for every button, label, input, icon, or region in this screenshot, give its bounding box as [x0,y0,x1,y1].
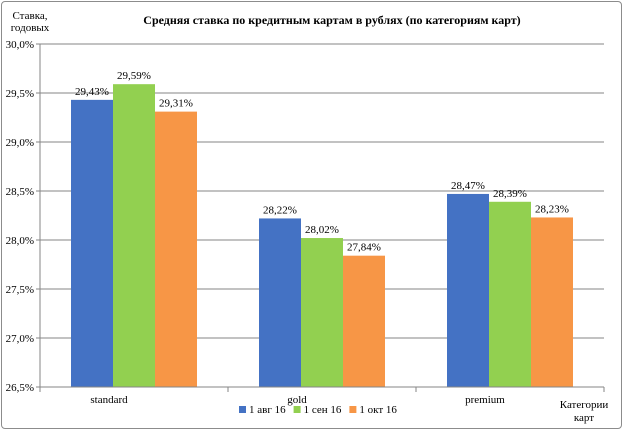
data-label: 28,39% [493,188,527,200]
legend-label: 1 авг 16 [249,404,286,416]
data-label: 29,31% [159,98,193,110]
bar-standard-2 [113,84,155,388]
x-tick-label: gold [287,394,307,406]
data-label: 29,43% [75,86,109,98]
data-label: 28,02% [305,224,339,236]
bar-gold-2 [301,238,343,387]
bar-premium-2 [489,201,531,387]
legend-swatch [349,406,357,413]
y-tick-label: 28,5% [6,186,34,198]
bar-standard-1 [71,99,113,388]
data-label: 28,47% [451,180,485,192]
data-label: 27,84% [347,242,381,254]
x-axis-label-line2: карт [574,412,594,424]
legend-label: 1 окт 16 [359,404,397,416]
bar-premium-3 [531,217,573,387]
y-tick-label: 29,0% [6,137,34,149]
data-label: 28,23% [535,203,569,215]
legend-label: 1 сен 16 [304,404,342,416]
x-tick-label: standard [90,394,128,406]
y-tick-label: 30,0% [6,39,34,51]
bar-standard-3 [155,111,197,388]
bar-premium-1 [447,193,489,387]
y-axis-label-line1: Ставка, [12,10,47,22]
y-tick-label: 27,5% [6,284,34,296]
bar-gold-3 [343,255,385,387]
x-tick-label: premium [465,394,505,406]
legend-swatch [239,406,246,413]
y-tick-label: 29,5% [6,88,34,100]
data-label: 28,22% [263,204,297,216]
legend-swatch [293,406,301,413]
bar-gold-1 [259,218,301,387]
chart-title: Средняя ставка по кредитным картам в руб… [143,13,520,27]
x-axis-label-line1: Категории [560,399,609,411]
y-tick-label: 27,0% [6,333,34,345]
y-tick-label: 26,5% [6,382,34,394]
y-tick-label: 28,0% [6,235,34,247]
data-label: 29,59% [117,70,151,82]
y-axis-label-line2: годовых [11,22,50,34]
